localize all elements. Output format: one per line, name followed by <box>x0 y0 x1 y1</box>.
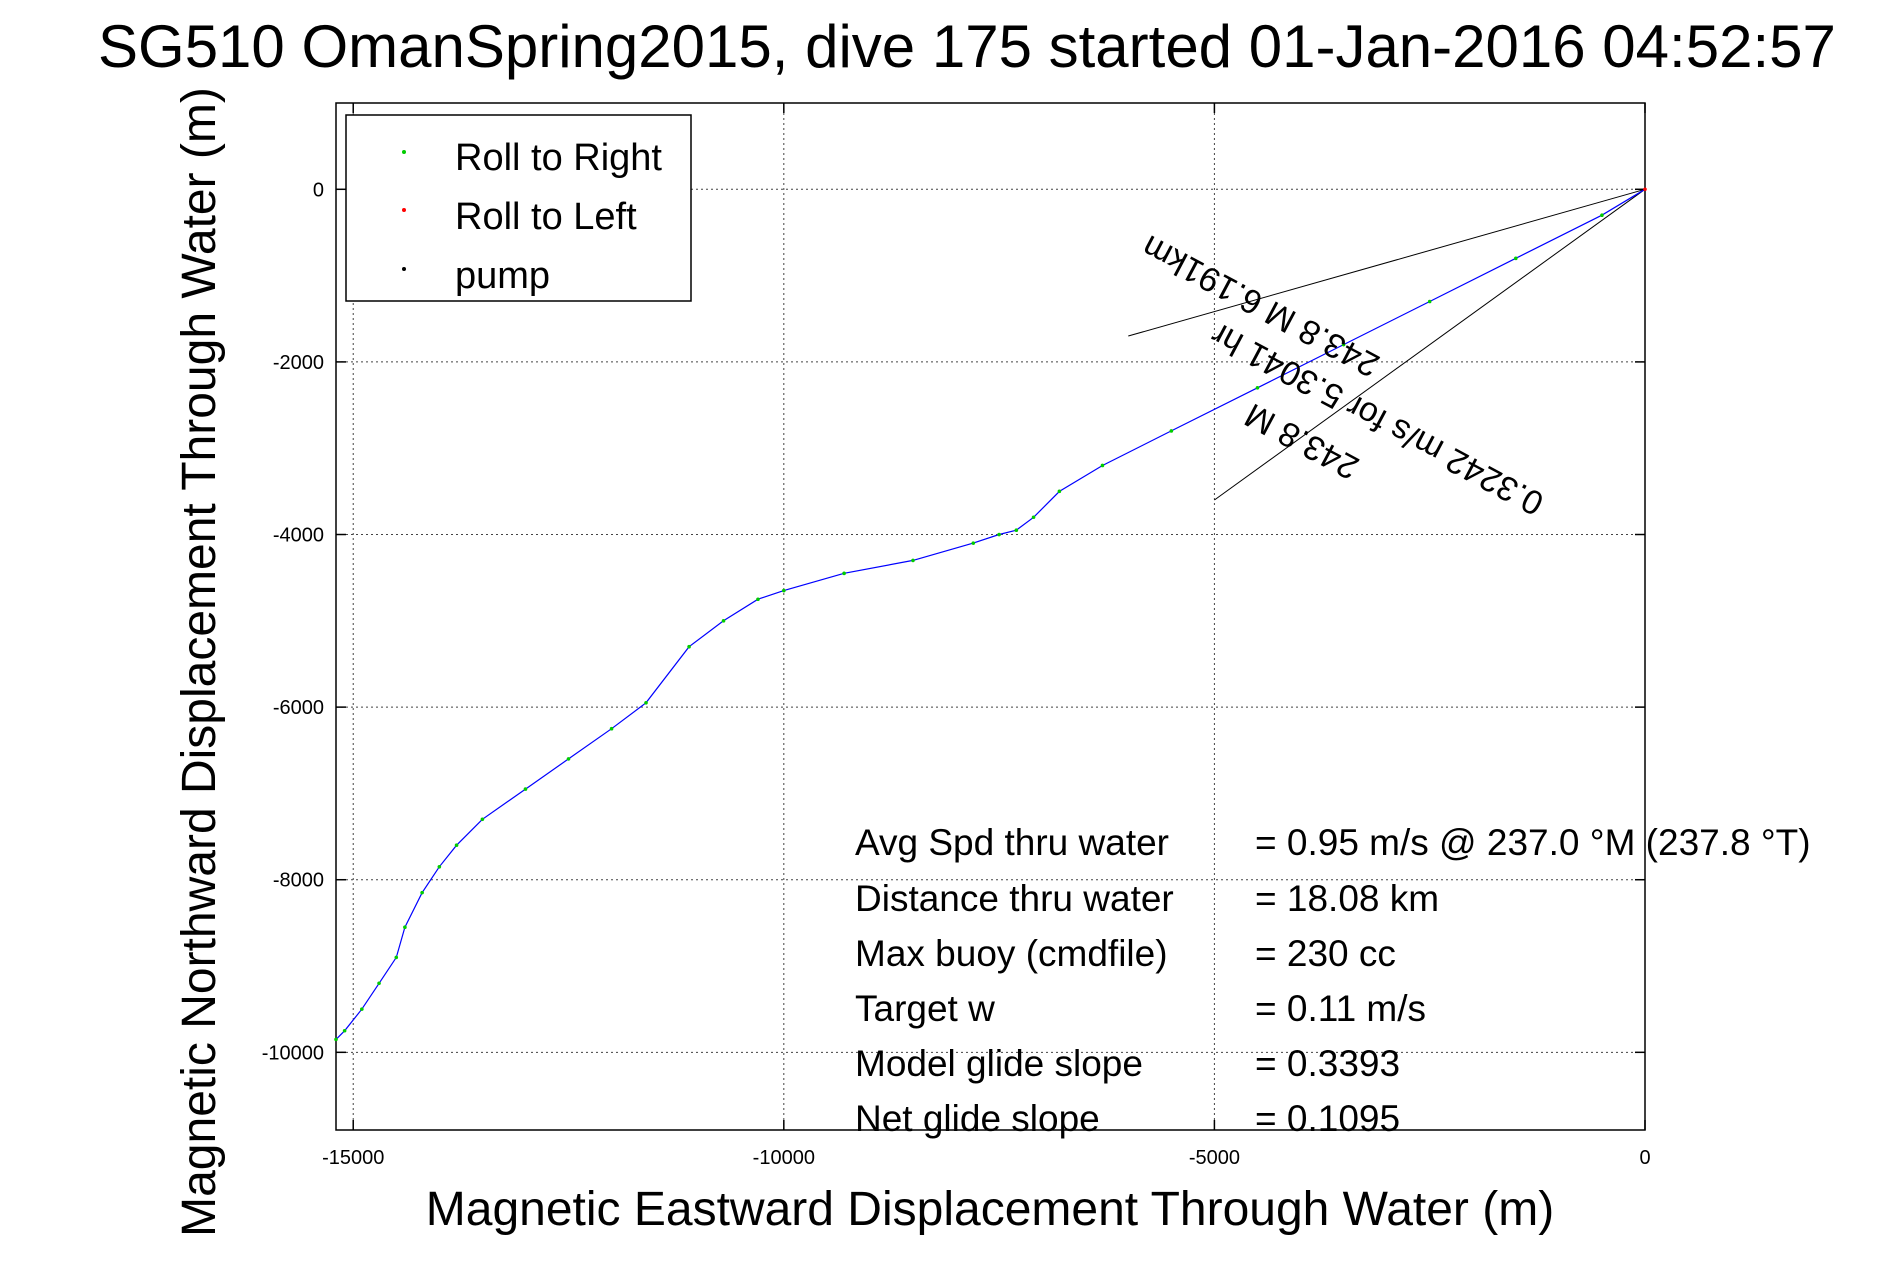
series-point-0-32 <box>334 1037 338 1042</box>
stat-max-buoy-value: = 230 cc <box>1255 933 1396 974</box>
series-point-0-29 <box>377 981 381 986</box>
y-axis-label: Magnetic Northward Displacement Through … <box>173 87 226 1237</box>
x-tick-label-1: -10000 <box>753 1147 815 1169</box>
legend-label-pump: pump <box>455 255 550 297</box>
y-tick-label-0: 0 <box>313 179 324 201</box>
x-tick-label-3: 0 <box>1639 1147 1650 1169</box>
stat-distance-value: = 18.08 km <box>1255 878 1439 919</box>
chart-title: SG510 OmanSpring2015, dive 175 started 0… <box>98 13 1836 80</box>
series-point-0-16 <box>756 597 760 602</box>
legend-label-roll-left: Roll to Left <box>455 196 637 238</box>
series-point-0-22 <box>523 787 528 791</box>
series-point-0-6 <box>1169 429 1174 433</box>
y-tick-label-1: -2000 <box>273 352 324 374</box>
series-point-0-18 <box>687 644 691 649</box>
stat-model-glide-label: Model glide slope <box>855 1043 1143 1084</box>
track-markers <box>334 187 1647 1042</box>
series-point-0-25 <box>437 864 442 869</box>
stat-model-glide-value: = 0.3393 <box>1255 1043 1400 1084</box>
y-axis-ticks: 0 -2000 -4000 -6000 -8000 -10000 <box>262 179 1645 1064</box>
series-point-0-21 <box>566 757 571 761</box>
y-tick-label-2: -4000 <box>273 525 324 547</box>
wedge-line-1 <box>1214 188 1646 501</box>
series-point-0-14 <box>842 571 846 576</box>
series-point-0-19 <box>644 701 648 705</box>
x-axis-label: Magnetic Eastward Displacement Through W… <box>426 1183 1554 1236</box>
series-point-0-5 <box>1255 385 1260 390</box>
series-point-0-17 <box>721 619 726 623</box>
stat-target-w-value: = 0.11 m/s <box>1255 988 1426 1029</box>
series-point-0-0 <box>1643 187 1647 192</box>
series-point-0-7 <box>1100 463 1105 468</box>
series-point-0-31 <box>342 1028 347 1033</box>
legend-marker-roll-right <box>402 150 406 154</box>
series-point-0-1 <box>1600 213 1604 217</box>
series-point-0-30 <box>360 1007 364 1011</box>
series-point-0-8 <box>1057 489 1062 494</box>
series-point-0-26 <box>420 890 424 895</box>
series-point-0-28 <box>394 955 399 960</box>
series-point-0-4 <box>1341 342 1346 347</box>
stat-target-w-label: Target w <box>855 988 995 1029</box>
series-point-0-11 <box>997 532 1001 537</box>
legend: Roll to Right Roll to Left pump <box>345 114 692 302</box>
stat-distance-label: Distance thru water <box>855 878 1174 919</box>
y-tick-label-3: -6000 <box>273 697 324 719</box>
stats-block: Avg Spd thru water = 0.95 m/s @ 237.0 °M… <box>855 822 1811 1139</box>
series-point-0-2 <box>1514 256 1518 261</box>
wedge-lines <box>1128 188 1646 501</box>
series-point-0-12 <box>971 541 976 545</box>
series-point-0-3 <box>1427 299 1432 304</box>
y-tick-label-5: -10000 <box>262 1042 324 1064</box>
series-point-0-24 <box>454 843 459 848</box>
stat-avg-speed-label: Avg Spd thru water <box>855 822 1169 863</box>
x-tick-label-2: -5000 <box>1189 1147 1240 1169</box>
series-point-0-13 <box>911 558 915 563</box>
legend-label-roll-right: Roll to Right <box>455 137 662 179</box>
x-tick-label-0: -15000 <box>322 1147 384 1169</box>
stat-net-glide-value: = 0.1095 <box>1255 1098 1400 1139</box>
series-point-0-23 <box>480 817 485 822</box>
x-axis-ticks: -15000 -10000 -5000 0 <box>322 103 1651 1169</box>
stat-max-buoy-label: Max buoy (cmdfile) <box>855 933 1168 974</box>
series-point-0-10 <box>1014 528 1019 532</box>
stat-avg-speed-value: = 0.95 m/s @ 237.0 °M (237.8 °T) <box>1255 822 1811 863</box>
legend-marker-pump <box>402 267 406 271</box>
series-point-0-9 <box>1031 515 1036 520</box>
series-point-0-27 <box>403 925 407 929</box>
wedge-line-0 <box>1128 188 1646 337</box>
series-point-0-20 <box>609 726 614 731</box>
series-point-0-15 <box>782 588 786 593</box>
plot-frame <box>335 102 1646 1131</box>
y-tick-label-4: -8000 <box>273 870 324 892</box>
legend-marker-roll-left <box>402 208 406 212</box>
stat-net-glide-label: Net glide slope <box>855 1098 1100 1139</box>
